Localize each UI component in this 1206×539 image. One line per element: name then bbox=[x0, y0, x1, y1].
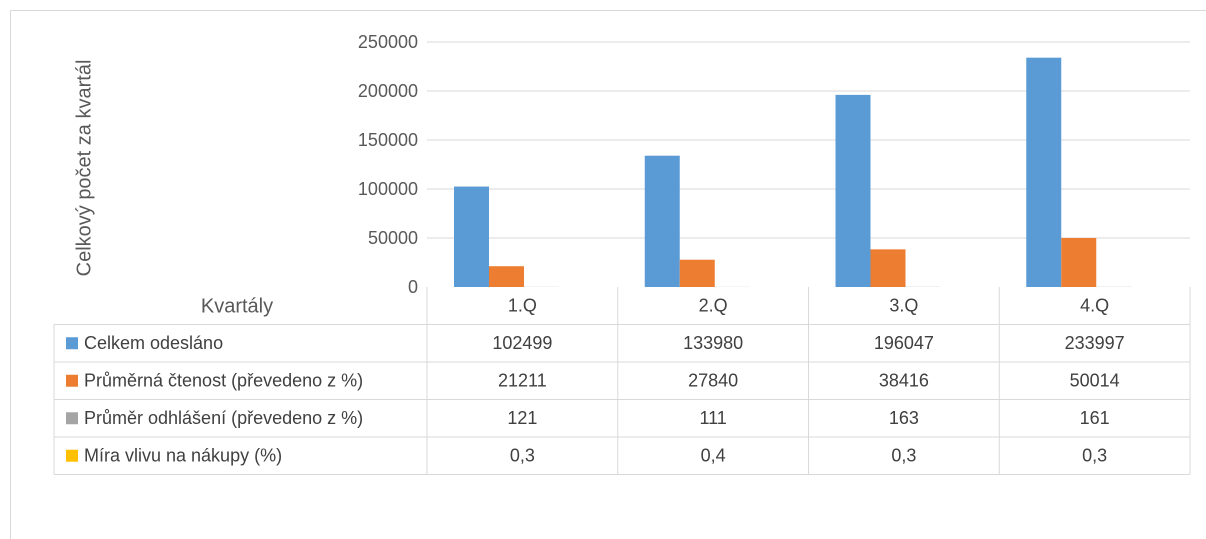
x-axis-title: Kvartály bbox=[201, 295, 273, 317]
legend-label: Průměrná čtenost (převedeno z %) bbox=[84, 371, 363, 391]
data-label: 102499 bbox=[492, 333, 552, 353]
data-label: 0,3 bbox=[1082, 446, 1107, 466]
y-tick-label: 200000 bbox=[358, 81, 418, 101]
chart-frame bbox=[10, 10, 1206, 539]
legend-key bbox=[66, 449, 78, 462]
data-label: 121 bbox=[507, 408, 537, 428]
y-tick-label: 250000 bbox=[358, 32, 418, 52]
data-label: 111 bbox=[699, 408, 726, 428]
data-label: 0,3 bbox=[891, 446, 916, 466]
data-label: 133980 bbox=[683, 333, 743, 353]
data-label: 0,3 bbox=[510, 446, 535, 466]
legend-key bbox=[66, 412, 78, 425]
bar bbox=[679, 259, 715, 287]
bar bbox=[454, 186, 489, 287]
data-label: 233997 bbox=[1065, 333, 1125, 353]
legend-key bbox=[66, 374, 78, 387]
x-tick-label: 3.Q bbox=[889, 296, 918, 316]
data-label: 0,4 bbox=[701, 446, 726, 466]
data-label: 163 bbox=[889, 408, 919, 428]
x-tick-label: 1.Q bbox=[508, 296, 537, 316]
bar bbox=[644, 155, 680, 287]
y-tick-label: 150000 bbox=[358, 130, 418, 150]
bar bbox=[870, 249, 906, 287]
data-label: 196047 bbox=[874, 333, 934, 353]
legend-label: Celkem odesláno bbox=[84, 333, 223, 353]
y-tick-label: 50000 bbox=[368, 228, 418, 248]
y-axis-title: Celkový počet za kvartál bbox=[73, 60, 95, 277]
x-tick-label: 2.Q bbox=[699, 296, 728, 316]
legend-label: Míra vlivu na nákupy (%) bbox=[84, 446, 282, 466]
x-tick-label: 4.Q bbox=[1080, 296, 1109, 316]
y-tick-label: 0 bbox=[408, 277, 418, 297]
bar bbox=[1061, 237, 1097, 287]
y-tick-label: 100000 bbox=[358, 179, 418, 199]
data-label: 27840 bbox=[688, 371, 738, 391]
data-label: 38416 bbox=[879, 371, 929, 391]
bar bbox=[1026, 57, 1062, 288]
legend-label: Průměr odhlášení (převedeno z %) bbox=[84, 408, 363, 428]
bar bbox=[835, 94, 871, 288]
data-label: 161 bbox=[1080, 408, 1110, 428]
data-label: 50014 bbox=[1070, 371, 1120, 391]
legend-key bbox=[66, 337, 78, 350]
bar bbox=[489, 266, 524, 287]
data-label: 21211 bbox=[498, 371, 547, 391]
